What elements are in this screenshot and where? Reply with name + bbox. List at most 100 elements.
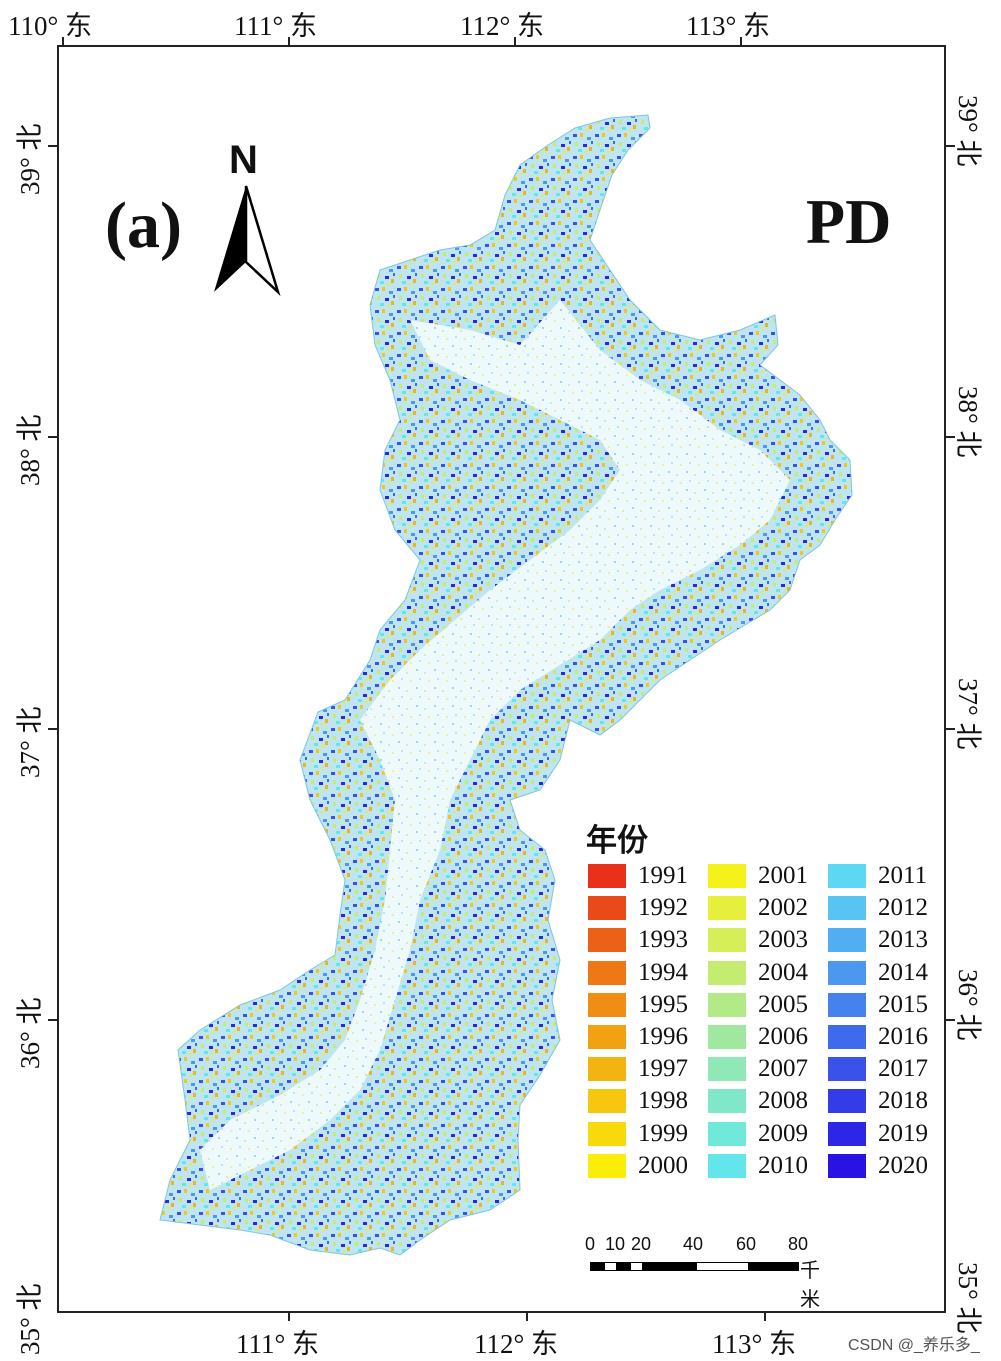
legend-item: 2012: [828, 894, 958, 922]
legend-swatch: [708, 928, 746, 953]
top-lon-label: 113° 东: [686, 11, 771, 41]
legend-swatch: [708, 1121, 746, 1146]
scale-segment: [749, 1262, 799, 1271]
legend-label: 1995: [638, 990, 688, 1018]
legend-item: 2002: [708, 894, 838, 922]
legend-swatch: [828, 864, 866, 888]
left-lat-label: 39° 北: [15, 123, 45, 195]
legend-label: 1996: [638, 1023, 688, 1050]
bottom-lon-label: 112° 东: [474, 1329, 559, 1359]
valley-lowland: [200, 300, 790, 1190]
scale-segment: [696, 1262, 749, 1271]
legend-label: 2005: [758, 990, 808, 1018]
legend-label: 2001: [758, 862, 808, 889]
right-tick: [946, 436, 955, 438]
legend-swatch: [828, 960, 866, 985]
scale-segment: [590, 1262, 604, 1271]
legend-swatch: [828, 896, 866, 921]
legend-label: 1993: [638, 926, 688, 954]
legend-item: 2019: [828, 1120, 958, 1148]
legend-swatch: [588, 1057, 626, 1082]
top-tick: [288, 37, 290, 46]
legend-swatch: [708, 960, 746, 985]
legend-item: 2011: [828, 862, 958, 890]
legend-swatch: [708, 1057, 746, 1082]
legend-item: 2016: [828, 1023, 958, 1051]
scale-segment: [617, 1262, 630, 1271]
legend-swatch: [588, 928, 626, 953]
legend-label: 2006: [758, 1023, 808, 1050]
top-tick: [62, 37, 64, 46]
legend-item: 1992: [588, 894, 718, 922]
legend-swatch: [708, 864, 746, 888]
legend-item: 2003: [708, 926, 838, 954]
legend-swatch: [588, 864, 626, 888]
legend-label: 2010: [758, 1151, 808, 1179]
legend-swatch: [828, 1153, 866, 1178]
scale-tick-label: 80: [788, 1234, 809, 1254]
legend-label: 2017: [878, 1055, 928, 1083]
legend-swatch: [708, 992, 746, 1017]
right-lat-label: 37° 北: [953, 678, 983, 750]
legend-item: 2015: [828, 991, 958, 1019]
legend-swatch: [828, 992, 866, 1017]
legend-label: 1994: [638, 958, 688, 986]
legend-swatch: [708, 1089, 746, 1114]
legend-item: 2001: [708, 862, 838, 890]
legend-label: 2003: [758, 926, 808, 954]
scale-tick-label: 20: [631, 1234, 652, 1254]
left-tick: [48, 1019, 57, 1021]
right-tick: [946, 728, 955, 730]
top-lon-label: 111° 东: [234, 11, 318, 41]
legend-label: 2020: [878, 1151, 928, 1179]
bottom-lon-label: 113° 东: [712, 1329, 797, 1359]
legend-label: 2008: [758, 1087, 808, 1115]
legend-swatch: [588, 1153, 626, 1178]
legend-swatch: [588, 1121, 626, 1146]
legend-item: 2013: [828, 926, 958, 954]
legend-swatch: [708, 1025, 746, 1049]
scale-tick-label: 40: [683, 1234, 704, 1254]
left-tick: [48, 145, 57, 147]
north-arrow-icon: [214, 185, 281, 297]
scale-tick-label: 0: [585, 1234, 596, 1254]
legend-item: 2014: [828, 959, 958, 987]
scale-segment: [604, 1262, 617, 1271]
panel-label: (a): [105, 189, 182, 262]
legend-label: 1997: [638, 1055, 688, 1083]
legend-title: 年份: [586, 823, 648, 858]
legend-swatch: [588, 960, 626, 985]
legend-label: 2002: [758, 894, 808, 922]
top-tick: [514, 37, 516, 46]
scale-tick-label: 10: [605, 1234, 626, 1254]
legend-label: 2014: [878, 958, 928, 986]
legend-label: 2007: [758, 1055, 808, 1083]
legend-swatch: [828, 928, 866, 953]
legend-item: 2000: [588, 1152, 718, 1180]
legend-swatch: [828, 1057, 866, 1082]
bottom-tick: [764, 1312, 766, 1321]
legend-item: 2010: [708, 1152, 838, 1180]
legend-item: 2006: [708, 1023, 838, 1051]
legend-item: 2004: [708, 959, 838, 987]
scale-tick-label: 60: [736, 1234, 757, 1254]
watermark: CSDN @_养乐多_: [848, 1337, 980, 1354]
legend-label: 2009: [758, 1119, 808, 1147]
legend-item: 2007: [708, 1055, 838, 1083]
legend-item: 2020: [828, 1152, 958, 1180]
legend-item: 1991: [588, 862, 718, 890]
right-tick: [946, 1019, 955, 1021]
legend-label: 2000: [638, 1151, 688, 1179]
legend-label: 1992: [638, 894, 688, 922]
legend-label: 2019: [878, 1119, 928, 1147]
legend-item: 2008: [708, 1087, 838, 1115]
legend-item: 2009: [708, 1120, 838, 1148]
legend-item: 1998: [588, 1087, 718, 1115]
top-tick: [740, 37, 742, 46]
legend-swatch: [828, 1121, 866, 1146]
legend-item: 2005: [708, 991, 838, 1019]
legend-label: 2018: [878, 1087, 928, 1115]
legend-item: 1995: [588, 991, 718, 1019]
right-lat-label: 38° 北: [953, 386, 983, 458]
